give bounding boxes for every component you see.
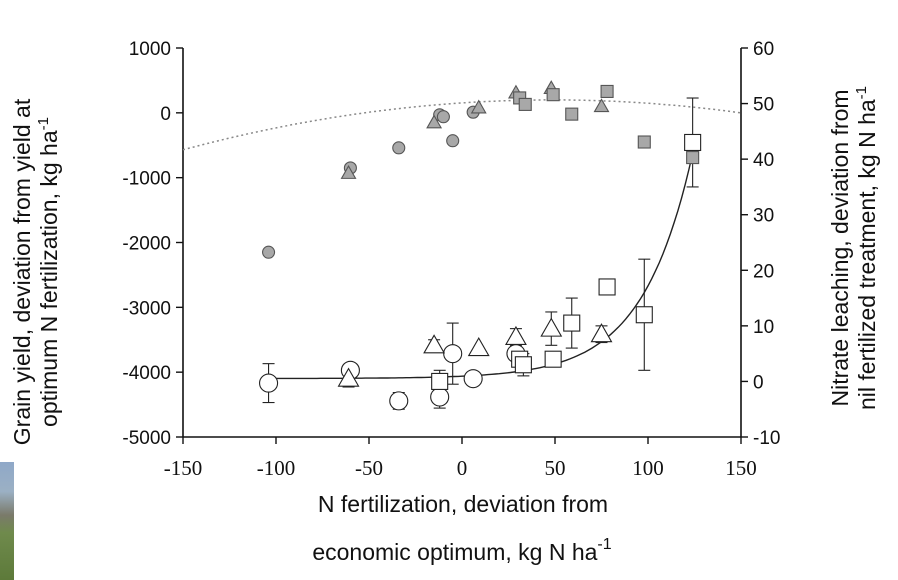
data-points: [259, 80, 702, 411]
yield-triangle-point: [340, 165, 357, 179]
y-right-tick-label: 30: [753, 206, 774, 227]
y-left-label-line2: optimum N fertilization, kg ha-1: [35, 117, 62, 427]
y-right-tick-label: 60: [753, 39, 774, 60]
fitted-curves: [182, 99, 742, 380]
yield-triangle-point: [426, 114, 443, 129]
x-tick-label: 0: [457, 456, 468, 480]
y-left-label-line1: Grain yield, deviation from yield at: [9, 98, 35, 445]
yield-circle-point: [436, 110, 450, 124]
y-right-label-sup: -1: [853, 86, 870, 99]
y-left-label-line2-text: optimum N fertilization, kg ha: [36, 130, 62, 427]
leaching-triangle-point: [337, 367, 360, 387]
leaching-circle-point: [430, 387, 450, 407]
leaching-circle-point: [443, 344, 463, 364]
leaching-triangle-point: [467, 336, 490, 357]
yield-triangle-point: [470, 99, 487, 114]
y-right-tick-label: 50: [753, 95, 774, 116]
yield-triangle-point: [593, 98, 610, 113]
yield-square-point: [600, 84, 614, 98]
x-axis-label-sup: -1: [597, 536, 611, 553]
x-axis-label-line1: N fertilization, deviation from: [318, 491, 608, 517]
y-left-tick-label: -5000: [122, 428, 171, 449]
y-right-label-line2-text: nil fertilized treatment, kg N ha: [854, 99, 880, 410]
leaching-square-point: [684, 133, 702, 152]
yield-square-point: [686, 151, 700, 165]
yield-circle-point: [392, 141, 406, 155]
leaching-square-point: [635, 306, 653, 324]
y-right-label-line2: nil fertilized treatment, kg N ha-1: [853, 86, 880, 410]
y-right-tick-label: 0: [753, 372, 764, 393]
yield-square-point: [546, 88, 560, 102]
y-left-tick-label: -1000: [122, 169, 171, 190]
y-left-tick-label: 1000: [129, 39, 171, 60]
axis-labels: N fertilization, deviation from economic…: [9, 86, 880, 565]
x-tick-label: -50: [355, 456, 383, 480]
axes: -150 -100 -50 0 50 100 15010000-1000-2000-3000…: [122, 39, 780, 480]
y-left-tick-label: 0: [160, 104, 171, 125]
x-tick-label: 50: [545, 456, 566, 480]
yield-square-point: [518, 97, 532, 111]
leaching-square-point: [598, 278, 616, 296]
leaching-square-point: [563, 314, 581, 332]
y-left-tick-label: -4000: [122, 363, 171, 384]
leaching-triangle-point: [504, 325, 527, 346]
x-axis-label-line2-text: economic optimum, kg N ha: [312, 539, 597, 565]
yield-square-point: [637, 135, 651, 149]
error-bars: [262, 97, 699, 410]
leaching-circle-point: [463, 369, 483, 389]
x-tick-label: -100: [257, 456, 296, 480]
leaching-triangle-point: [590, 323, 613, 343]
yield-circle-point: [446, 134, 460, 148]
y-right-label-line1: Nitrate leaching, deviation from: [827, 89, 853, 406]
x-tick-label: 100: [632, 456, 664, 480]
y-left-label-sup: -1: [35, 117, 52, 130]
leaching-square-point: [544, 350, 562, 368]
x-tick-label: 150: [725, 456, 757, 480]
y-right-tick-label: 10: [753, 317, 774, 338]
yield-circle-point: [262, 245, 276, 259]
leaching-square-point: [431, 372, 449, 390]
yield-fitted-curve: [182, 99, 742, 151]
x-axis-label-line2: economic optimum, kg N ha-1: [312, 536, 611, 565]
y-right-tick-label: 40: [753, 150, 774, 171]
y-left-tick-label: -2000: [122, 234, 171, 255]
y-right-tick-label: -10: [753, 428, 780, 449]
yield-square-point: [565, 107, 579, 121]
y-left-tick-label: -3000: [122, 298, 171, 319]
leaching-triangle-point: [540, 317, 563, 337]
leaching-circle-point: [259, 373, 279, 393]
leaching-triangle-point: [423, 334, 446, 354]
y-right-tick-label: 20: [753, 261, 774, 282]
background-photo-fragment: [0, 462, 14, 580]
x-tick-label: -150: [164, 456, 203, 480]
leaching-square-point: [514, 356, 532, 374]
leaching-circle-point: [389, 391, 409, 411]
